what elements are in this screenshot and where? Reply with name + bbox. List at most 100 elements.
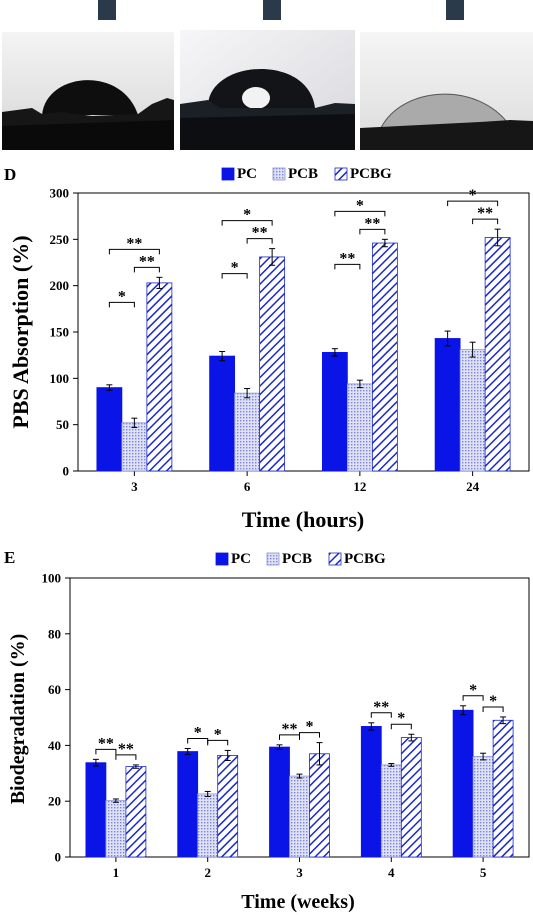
legend-label-pc: PC <box>231 551 251 567</box>
significance-bracket <box>246 238 273 244</box>
x-axis-label-d: Time (hours) <box>242 507 364 532</box>
legend-e: PC PCB PCBG <box>215 551 386 567</box>
y-tick-label: 300 <box>50 186 70 201</box>
bar-pc <box>269 746 290 858</box>
contact-angle-photo-c <box>360 0 533 150</box>
bar-pcbg <box>259 256 286 472</box>
bar-pc <box>434 338 461 472</box>
y-axis-label-e: Biodegradation (%) <box>7 634 29 805</box>
significance-label: ** <box>477 205 493 222</box>
legend-label-pcbg: PCBG <box>344 551 386 567</box>
bar-pcbg <box>492 719 514 858</box>
significance-bracket <box>370 712 392 718</box>
bar-pcb <box>197 793 219 858</box>
significance-label: * <box>214 726 222 743</box>
legend-label-pc: PC <box>237 166 257 182</box>
axes-d: 0 50 100 150 200 250 300 3 6 12 24 <box>50 186 530 494</box>
bar-pc <box>85 762 107 858</box>
droplet-c <box>379 93 511 131</box>
y-tick-label: 250 <box>50 232 70 247</box>
x-tick-label: 4 <box>388 865 395 880</box>
significance-bracket <box>447 200 499 207</box>
syringe-needle-a <box>98 0 116 20</box>
syringe-needle-b <box>263 0 281 20</box>
bars-d <box>96 228 511 472</box>
photo-c-drawing <box>360 0 533 150</box>
x-tick-label: 3 <box>296 865 303 880</box>
significance-label: ** <box>252 225 268 242</box>
bar-pcbg <box>484 237 511 472</box>
significance-label: ** <box>98 735 114 752</box>
bar-pc <box>96 387 123 472</box>
x-tick-label: 1 <box>113 865 120 880</box>
bar-pc <box>177 751 199 858</box>
bar-pcb <box>459 349 486 472</box>
significance-label: * <box>356 197 364 214</box>
y-tick-label: 50 <box>56 417 69 432</box>
x-axis-label-e: Time (weeks) <box>241 891 355 913</box>
legend-swatch-pc <box>215 552 229 566</box>
panel-label-e: E <box>4 548 15 567</box>
significance-label: ** <box>339 250 355 267</box>
significance-bracket <box>95 748 117 755</box>
bar-pcb <box>380 764 402 858</box>
legend-swatch-pcbg <box>334 167 348 181</box>
significance-label: ** <box>364 215 380 232</box>
significance-bracket <box>108 301 135 308</box>
significance-label: * <box>397 710 405 727</box>
significance-label: * <box>243 207 251 224</box>
significance-label: * <box>469 187 477 204</box>
significance-bracket <box>472 218 499 225</box>
significance-bracket <box>390 723 412 730</box>
y-tick-label: 100 <box>42 571 62 586</box>
y-tick-label: 0 <box>63 464 70 479</box>
photo-a-drawing <box>2 0 174 150</box>
bar-pcb <box>105 800 127 858</box>
significance-d: ************** *** <box>108 187 499 308</box>
bar-pcbg <box>309 753 330 858</box>
bar-pc <box>209 355 236 472</box>
bars-e <box>85 705 514 858</box>
photo-b-drawing <box>180 0 355 150</box>
significance-e: ** *** * ** ****** <box>95 682 504 760</box>
x-tick-label: 24 <box>466 479 480 494</box>
droplet-a <box>42 80 138 115</box>
significance-bracket <box>359 228 386 235</box>
significance-bracket <box>115 754 137 760</box>
bar-pcb <box>289 775 310 858</box>
significance-bracket <box>334 263 361 270</box>
significance-bracket <box>462 695 484 701</box>
y-tick-label: 60 <box>48 682 61 697</box>
legend-swatch-pcb <box>272 167 286 181</box>
significance-label: * <box>118 288 126 305</box>
significance-bracket <box>108 248 160 255</box>
legend-label-pcb: PCB <box>288 166 318 182</box>
y-tick-label: 20 <box>48 794 61 809</box>
bar-pcbg <box>146 282 173 472</box>
bar-pcb <box>346 383 373 472</box>
x-tick-label: 5 <box>480 865 487 880</box>
significance-label: * <box>306 719 314 736</box>
x-tick-label: 6 <box>244 479 251 494</box>
significance-bracket <box>221 220 273 226</box>
contact-angle-photo-b <box>180 0 355 150</box>
syringe-needle-c <box>446 0 464 20</box>
significance-label: ** <box>126 235 142 252</box>
significance-label: * <box>489 693 497 710</box>
legend-swatch-pc <box>221 167 235 181</box>
x-tick-label: 12 <box>353 479 366 494</box>
bar-pc <box>360 726 382 858</box>
droplet-reflection-b <box>242 87 270 109</box>
y-tick-label: 150 <box>50 325 70 340</box>
bar-pcbg <box>125 766 147 858</box>
bar-pcbg <box>400 737 422 858</box>
significance-label: * <box>469 682 477 699</box>
panel-label-d: D <box>4 165 16 184</box>
significance-label: * <box>231 260 239 277</box>
significance-label: ** <box>373 699 389 716</box>
y-axis-label-d: PBS Absorption (%) <box>8 235 33 428</box>
legend-label-pcb: PCB <box>282 551 312 567</box>
legend-swatch-pcbg <box>328 552 342 566</box>
bar-pc <box>452 709 474 858</box>
bar-pcbg <box>217 755 239 858</box>
